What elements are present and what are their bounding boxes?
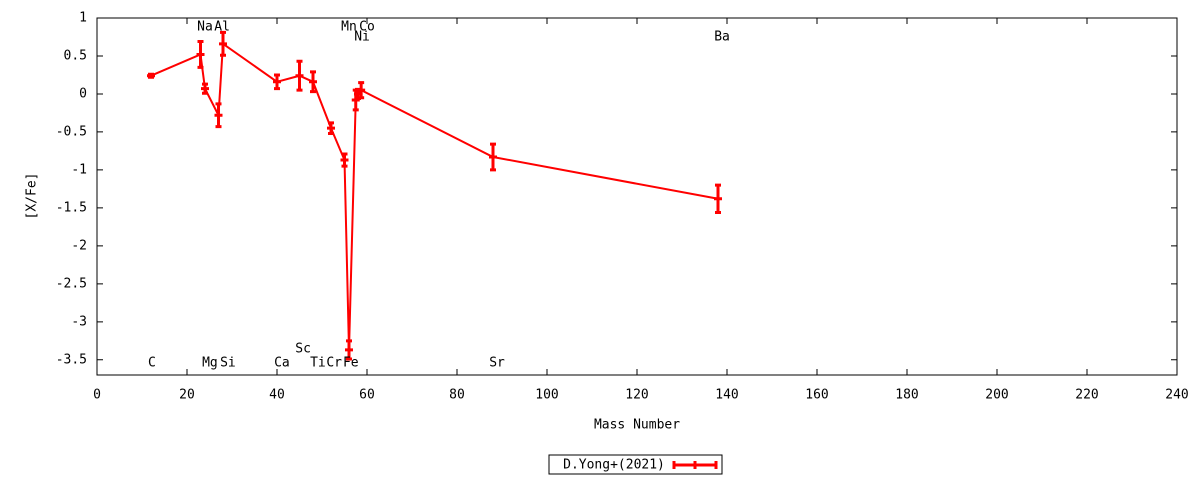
legend-swatch xyxy=(672,461,718,469)
element-label: Mg xyxy=(202,355,218,370)
error-bar xyxy=(214,102,223,129)
element-label: Fe xyxy=(343,355,359,370)
element-label: Co xyxy=(359,20,375,35)
error-bar xyxy=(357,81,366,100)
error-bar xyxy=(201,82,209,95)
error-bar xyxy=(345,339,353,361)
error-bar xyxy=(351,88,360,112)
y-tick-label: -1.5 xyxy=(56,200,87,215)
error-bar xyxy=(714,183,722,214)
element-label: Si xyxy=(220,355,236,370)
x-tick-label: 120 xyxy=(625,388,648,403)
plot-frame xyxy=(96,17,1178,376)
x-tick-label: 180 xyxy=(895,388,918,403)
x-tick-label: 80 xyxy=(449,388,465,403)
y-tick-label: -2 xyxy=(71,238,87,253)
x-tick-label: 60 xyxy=(359,388,375,403)
x-tick-label: 240 xyxy=(1165,388,1188,403)
y-axis-label: [X/Fe] xyxy=(25,173,40,220)
x-tick-label: 200 xyxy=(985,388,1008,403)
series-line xyxy=(150,41,719,350)
x-tick-label: 100 xyxy=(535,388,558,403)
element-label: C xyxy=(148,355,156,370)
element-label: Sr xyxy=(489,355,505,370)
error-bar xyxy=(147,72,155,79)
y-tick-label: -1 xyxy=(71,162,87,177)
x-tick-label: 220 xyxy=(1075,388,1098,403)
error-bar xyxy=(295,59,304,92)
y-tick-label: 0 xyxy=(79,86,87,101)
error-bar xyxy=(196,40,205,69)
x-tick-label: 160 xyxy=(805,388,828,403)
x-tick-label: 0 xyxy=(93,388,101,403)
element-label: Na xyxy=(197,20,213,35)
x-tick-label: 40 xyxy=(269,388,285,403)
x-axis-label: Mass Number xyxy=(594,418,680,433)
element-label: Cr xyxy=(326,355,342,370)
element-label: Ba xyxy=(714,29,730,44)
error-bar xyxy=(309,70,317,94)
legend-box xyxy=(548,454,723,475)
legend-label: D.Yong+(2021) xyxy=(563,458,665,473)
error-bar xyxy=(340,152,349,168)
y-tick-label: -2.5 xyxy=(56,276,87,291)
x-tick-label: 20 xyxy=(179,388,195,403)
error-bar xyxy=(354,87,362,101)
error-bar xyxy=(219,30,227,57)
error-bar xyxy=(489,142,497,172)
element-label: Ti xyxy=(310,355,326,370)
error-bar xyxy=(327,121,335,135)
y-tick-label: 0.5 xyxy=(64,48,87,63)
element-label: Ca xyxy=(274,355,290,370)
y-tick-label: -3.5 xyxy=(56,352,87,367)
x-tick-label: 140 xyxy=(715,388,738,403)
element-label: Al xyxy=(214,20,230,35)
y-tick-label: -0.5 xyxy=(56,124,87,139)
element-label: Ni xyxy=(354,29,370,44)
y-tick-label: -3 xyxy=(71,314,87,329)
y-tick-label: 1 xyxy=(79,11,87,26)
error-bar xyxy=(273,73,281,91)
element-label: Mn xyxy=(341,20,357,35)
element-label: Sc xyxy=(295,342,311,357)
